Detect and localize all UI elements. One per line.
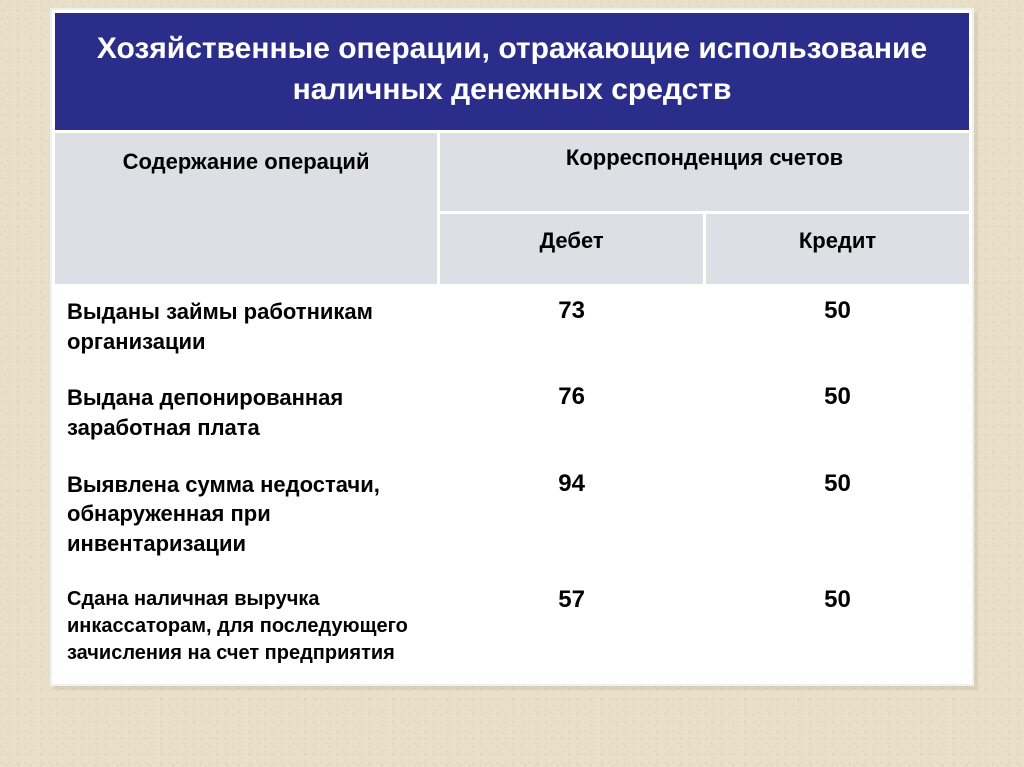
cell-operation: Выданы займы работникам организации	[54, 286, 439, 372]
col-header-correspondence: Корреспонденция счетов	[439, 132, 971, 213]
table-title: Хозяйственные операции, отражающие испол…	[54, 12, 971, 132]
cell-credit: 50	[705, 286, 971, 372]
table-row: Выявлена сумма недостачи, обнаруженная п…	[54, 458, 971, 574]
operations-table: Хозяйственные операции, отражающие испол…	[52, 10, 972, 684]
table-row: Выдана депонированная заработная плата 7…	[54, 372, 971, 458]
cell-operation: Выявлена сумма недостачи, обнаруженная п…	[54, 458, 439, 574]
cell-credit: 50	[705, 372, 971, 458]
cell-operation: Сдана наличная выручка инкассаторам, для…	[54, 574, 439, 682]
cell-debit: 76	[439, 372, 705, 458]
table-body: Выданы займы работникам организации 73 5…	[54, 286, 971, 683]
cell-credit: 50	[705, 574, 971, 682]
col-header-debit: Дебет	[439, 213, 705, 286]
table-row: Сдана наличная выручка инкассаторам, для…	[54, 574, 971, 682]
cell-debit: 94	[439, 458, 705, 574]
cell-debit: 73	[439, 286, 705, 372]
table-row: Выданы займы работникам организации 73 5…	[54, 286, 971, 372]
cell-operation: Выдана депонированная заработная плата	[54, 372, 439, 458]
table-card: Хозяйственные операции, отражающие испол…	[50, 8, 974, 686]
cell-debit: 57	[439, 574, 705, 682]
col-header-operations: Содержание операций	[54, 132, 439, 286]
cell-credit: 50	[705, 458, 971, 574]
col-header-credit: Кредит	[705, 213, 971, 286]
